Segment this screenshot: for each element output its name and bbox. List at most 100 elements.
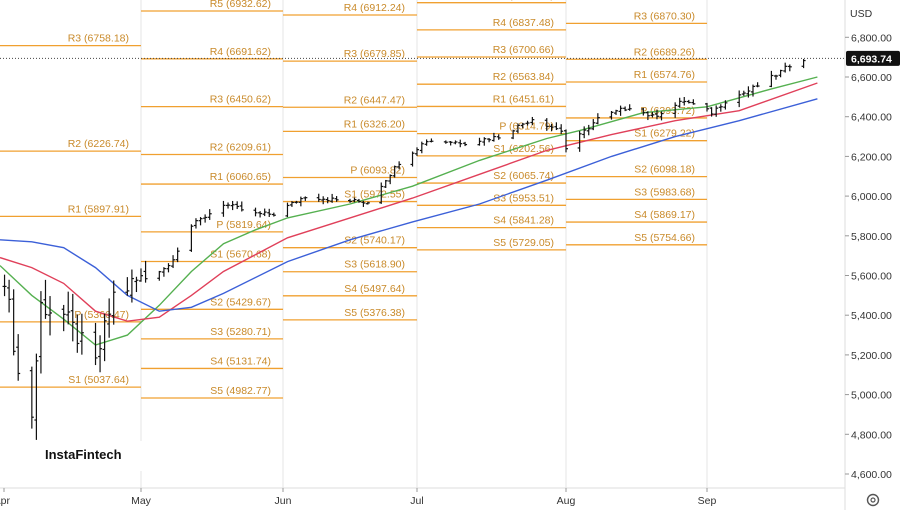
ohlc-bar: [11, 289, 16, 356]
x-tick-label-may: May: [131, 495, 152, 507]
moving-average-3: [0, 98, 818, 312]
ohlc-bar: [334, 196, 339, 202]
ohlc-bar: [356, 198, 361, 203]
ohlc-bar: [143, 260, 148, 283]
ohlc-bar: [491, 132, 496, 142]
pivot-label-s3: S3 (5618.90): [344, 259, 405, 271]
ohlc-bar: [783, 62, 788, 73]
ohlc-bar: [741, 90, 746, 96]
ohlc-bar: [751, 84, 755, 97]
pivot-label-s3: S3 (5280.71): [210, 326, 271, 338]
pivot-label-p: P (6093.82): [350, 164, 405, 176]
ohlc-bar: [203, 214, 208, 223]
x-tick-label-apr: Apr: [0, 495, 10, 507]
pivot-label-s4: S4 (5869.17): [634, 209, 695, 221]
pivot-label-r4: R4 (6691.62): [210, 46, 271, 58]
settings-icon[interactable]: [866, 493, 880, 507]
ohlc-bar: [482, 137, 487, 146]
ohlc-bar: [325, 197, 330, 204]
ohlc-bar: [38, 291, 43, 374]
ohlc-bar: [193, 218, 198, 229]
ohlc-bar: [564, 129, 568, 153]
pivot-label-r1: R1 (6060.65): [210, 171, 271, 183]
ohlc-bar: [348, 198, 352, 203]
ohlc-bar: [2, 274, 7, 297]
ohlc-bar: [549, 123, 554, 132]
ohlc-bar: [554, 122, 559, 131]
ohlc-bar: [316, 193, 321, 202]
ohlc-bar: [682, 96, 687, 106]
ohlc-bar: [253, 207, 258, 217]
y-tick-label: 6,600.00: [851, 72, 892, 84]
ohlc-bar: [262, 208, 267, 217]
ohlc-bar: [239, 201, 244, 212]
ohlc-bar: [198, 217, 203, 226]
ohlc-bar: [330, 193, 335, 203]
pivot-label-r1: R1 (5897.91): [68, 203, 129, 215]
ohlc-bar: [93, 322, 98, 366]
pivot-label-r5: R5 (6974.30): [493, 0, 554, 2]
ohlc-bar: [614, 109, 619, 115]
ohlc-bar: [134, 276, 139, 293]
ohlc-bar: [591, 119, 596, 131]
ohlc-bar: [383, 179, 388, 189]
ohlc-bar: [595, 113, 600, 125]
pivot-label-r5: R5 (6932.62): [210, 0, 271, 10]
pivot-label-s4: S4 (5841.28): [493, 215, 554, 227]
ohlc-bar: [520, 122, 525, 129]
current-price-tag-bg: [846, 50, 900, 66]
ohlc-bar: [458, 139, 463, 148]
ohlc-bar: [29, 366, 34, 429]
ohlc-bar: [235, 201, 240, 210]
ohlc-bar: [511, 129, 516, 140]
currency-label: USD: [850, 8, 873, 20]
ohlc-bar: [654, 109, 659, 120]
pivot-label-r2: R2 (6226.74): [68, 138, 129, 150]
pivot-label-r3: R3 (6870.30): [634, 10, 695, 22]
ohlc-bar: [271, 212, 276, 217]
ohlc-bar: [737, 90, 742, 108]
pivot-label-s3: S3 (5953.51): [493, 192, 554, 204]
ohlc-bar: [111, 280, 116, 325]
pivot-label-s1: S1 (6279.22): [634, 128, 695, 140]
pivot-label-s2: S2 (5740.17): [344, 235, 405, 247]
y-tick-label: 4,800.00: [851, 429, 892, 441]
pivot-label-s5: S5 (5754.66): [634, 232, 695, 244]
ohlc-bar: [586, 124, 591, 136]
ohlc-bar: [496, 134, 501, 140]
ohlc-bar: [43, 279, 48, 319]
pivot-label-s1: S1 (6202.56): [493, 143, 554, 155]
pivot-label-r3: R3 (6679.85): [344, 48, 405, 60]
pivot-label-s5: S5 (5729.05): [493, 237, 554, 249]
pivot-label-s1: S1 (5972.55): [344, 189, 405, 201]
ohlc-bar: [709, 107, 714, 117]
ohlc-bar: [544, 118, 549, 131]
ohlc-bar: [723, 100, 728, 110]
ohlc-bar: [577, 130, 582, 152]
ohlc-bar: [410, 151, 415, 167]
ohlc-bar: [659, 111, 664, 121]
ohlc-bar: [107, 298, 112, 338]
ohlc-bar: [298, 196, 303, 207]
ohlc-bar: [189, 224, 194, 252]
ohlc-bar: [705, 102, 709, 112]
ohlc-bar: [171, 255, 176, 269]
ohlc-bar: [677, 97, 682, 108]
pivot-label-r3: R3 (6758.18): [68, 33, 129, 45]
ohlc-bar: [714, 105, 719, 117]
ohlc-bar: [443, 140, 448, 144]
pivot-label-r2: R2 (6563.84): [493, 71, 554, 83]
ohlc-bar: [16, 334, 21, 381]
ohlc-bar: [778, 69, 783, 78]
ohlc-bar: [388, 174, 393, 185]
ohlc-bar: [379, 182, 384, 204]
ohlc-bar: [48, 296, 53, 336]
ohlc-bar: [641, 107, 646, 116]
ohlc-bar: [267, 208, 272, 217]
ohlc-bar: [755, 82, 760, 88]
ohlc-bar: [609, 110, 614, 120]
ohlc-bar: [226, 202, 231, 209]
ohlc-bar: [787, 64, 792, 72]
